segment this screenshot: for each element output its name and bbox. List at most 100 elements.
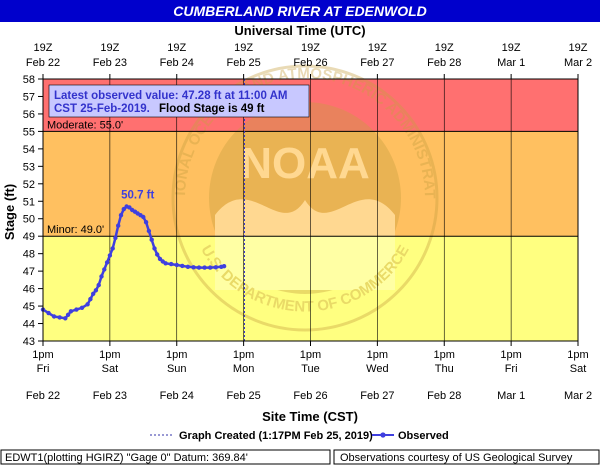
observed-point (93, 288, 99, 293)
observed-point (143, 220, 149, 225)
observed-point (213, 265, 218, 270)
observed-point (65, 312, 71, 317)
x-tick-label-day: Wed (366, 363, 388, 375)
x-tick-label-day: Tue (301, 363, 320, 375)
observed-point (208, 265, 213, 270)
x-tick-label-day: Sat (102, 363, 119, 375)
x-tick-label-time: 1pm (367, 349, 388, 361)
top-tick-label-time: 19Z (100, 42, 119, 54)
y-tick-label: 44 (23, 319, 35, 331)
x-tick-label-day: Sat (570, 363, 587, 375)
y-tick-label: 48 (23, 249, 35, 261)
top-tick-label-date: Feb 23 (93, 57, 127, 69)
observed-point (146, 228, 152, 234)
observed-point (149, 237, 154, 242)
observed-point (74, 307, 79, 312)
footer-right-box (333, 449, 600, 465)
top-tick-label-date: Mar 1 (497, 57, 525, 69)
x-tick-label-date: Feb 28 (427, 390, 461, 402)
threshold-label-minor: Minor: 49.0' (47, 224, 104, 236)
observed-point (68, 309, 74, 314)
y-tick-label: 54 (23, 144, 35, 156)
x-tick-label-date: Mar 1 (497, 390, 525, 402)
x-tick-label-day: Thu (435, 363, 454, 375)
observed-point (180, 263, 185, 269)
x-tick-label-time: 1pm (567, 349, 588, 361)
y-tick-label: 53 (23, 161, 35, 173)
top-tick-label-date: Feb 26 (293, 57, 327, 69)
y-tick-label: 47 (23, 266, 35, 278)
observed-point (46, 310, 51, 316)
legend-observed-label: Observed (398, 430, 449, 442)
observed-point (169, 261, 174, 267)
watermark-bird-icon (215, 199, 395, 290)
observed-point (57, 315, 62, 320)
y-tick-label: 55 (23, 126, 35, 138)
observed-point (127, 205, 132, 210)
y-tick-label: 56 (23, 109, 35, 121)
observed-point (102, 267, 107, 272)
observed-point (79, 305, 85, 310)
observed-point (51, 314, 57, 319)
top-tick-label-time: 19Z (301, 42, 320, 54)
observed-point (185, 264, 191, 269)
top-tick-label-time: 19Z (435, 42, 454, 54)
observed-point (96, 282, 101, 288)
top-axis-title: Universal Time (UTC) (234, 23, 365, 38)
x-tick-label-time: 1pm (300, 349, 321, 361)
top-tick-label-date: Mar 2 (564, 57, 592, 69)
x-tick-label-date: Feb 22 (26, 390, 60, 402)
top-tick-label-time: 19Z (368, 42, 387, 54)
observed-point (85, 302, 90, 307)
observed-point (152, 246, 157, 251)
x-tick-label-date: Feb 23 (93, 390, 127, 402)
watermark-center-text: NOAA (240, 139, 370, 188)
observed-point (63, 316, 68, 321)
top-tick-label-date: Feb 27 (360, 57, 394, 69)
observed-point (155, 252, 160, 257)
y-tick-label: 46 (23, 284, 35, 296)
x-tick-label-date: Feb 25 (227, 390, 261, 402)
y-tick-label: 50 (23, 214, 35, 226)
x-tick-label-time: 1pm (434, 349, 455, 361)
watermark-disc (209, 102, 401, 294)
legend-graph-created-label: Graph Created (1:17PM Feb 25, 2019) (179, 430, 373, 442)
chart-title: CUMBERLAND RIVER AT EDENWOLD (173, 3, 427, 19)
top-tick-label-date: Feb 25 (227, 57, 261, 69)
x-tick-label-time: 1pm (99, 349, 120, 361)
top-tick-label-time: 19Z (502, 42, 521, 54)
footer-credit-text: Observations courtesy of US Geological S… (340, 452, 573, 464)
y-tick-label: 49 (23, 231, 35, 243)
legend-observed-marker (380, 432, 386, 438)
observed-point (104, 260, 110, 265)
observed-point (121, 206, 127, 212)
peak-label: 50.7 ft (121, 190, 154, 202)
observed-point (163, 261, 168, 266)
y-tick-label: 43 (23, 336, 35, 348)
observed-point (91, 291, 96, 296)
threshold-label-moderate: Moderate: 55.0' (47, 119, 123, 131)
x-tick-label-date: Feb 26 (293, 390, 327, 402)
x-tick-label-time: 1pm (166, 349, 187, 361)
x-tick-label-time: 1pm (32, 349, 53, 361)
observed-point (196, 265, 202, 270)
observed-point (141, 214, 146, 220)
top-tick-label-date: Feb 22 (26, 57, 60, 69)
y-axis-title: Stage (ft) (2, 184, 17, 240)
y-tick-label: 57 (23, 91, 35, 103)
observed-point (116, 223, 121, 228)
x-tick-label-date: Feb 24 (160, 390, 194, 402)
top-tick-label-time: 19Z (569, 42, 588, 54)
top-tick-label-time: 19Z (167, 42, 186, 54)
flood-stage-text: Flood Stage is 49 ft (159, 103, 265, 115)
y-tick-label: 58 (23, 74, 35, 86)
y-tick-label: 45 (23, 301, 35, 313)
title-bar (0, 0, 600, 22)
watermark-ring (171, 64, 439, 332)
latest-value-box (48, 84, 310, 118)
x-tick-label-day: Fri (37, 363, 50, 375)
x-tick-label-date: Feb 27 (360, 390, 394, 402)
observed-point (113, 235, 118, 241)
